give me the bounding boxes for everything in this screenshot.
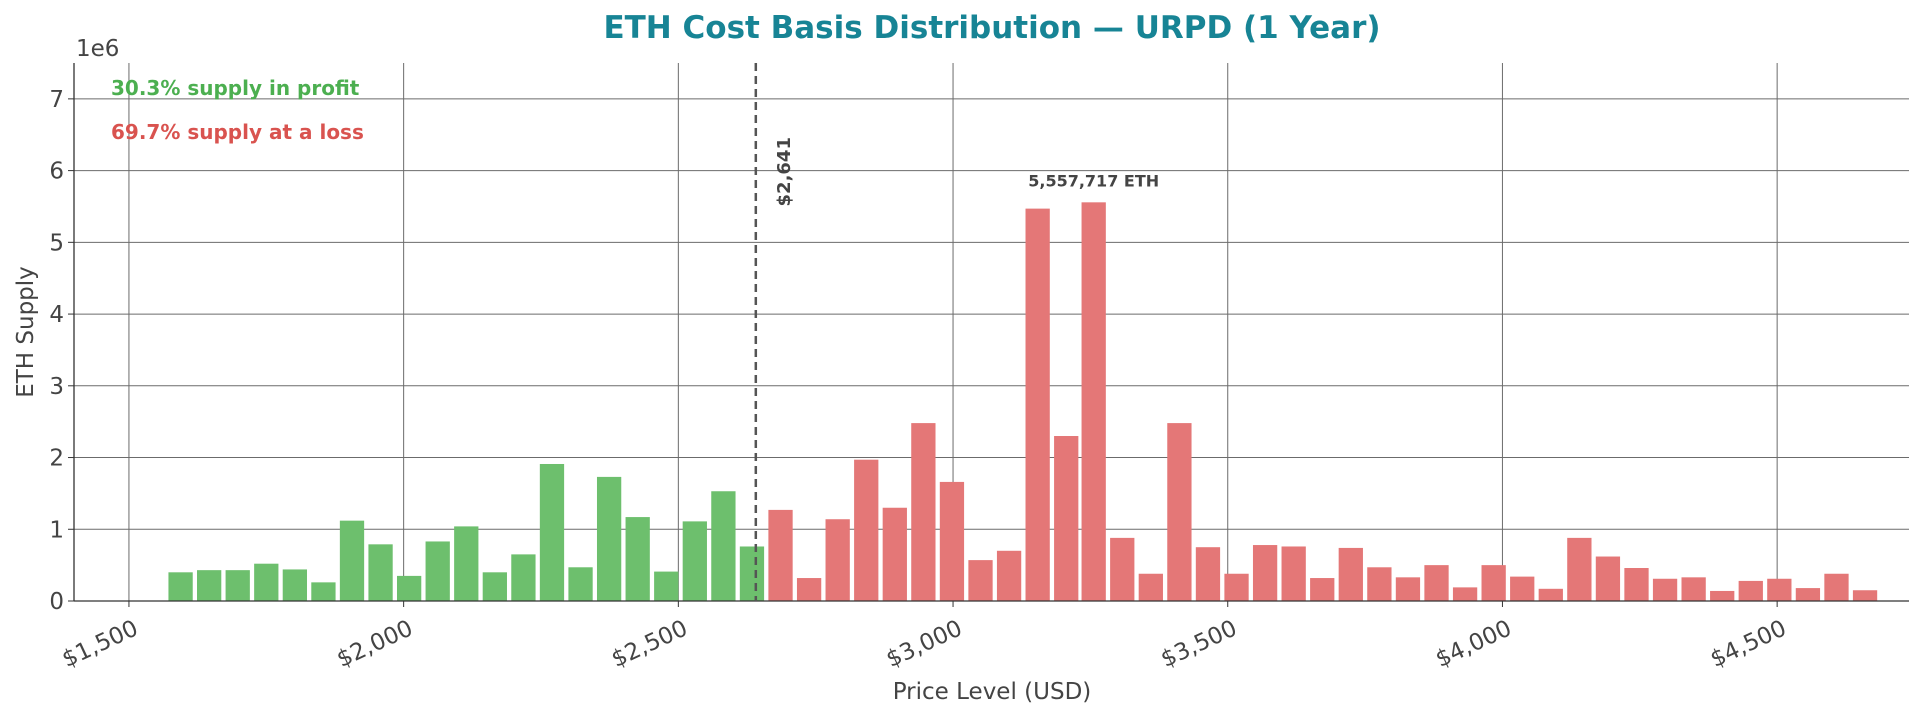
- bar: [1310, 578, 1335, 601]
- bar: [654, 571, 679, 601]
- bar: [1281, 546, 1306, 601]
- x-tick-label: $4,500: [1707, 615, 1791, 673]
- x-tick-label: $3,500: [1157, 615, 1241, 673]
- bar: [682, 521, 707, 601]
- bar: [882, 507, 907, 601]
- x-axis-label: Price Level (USD): [893, 679, 1092, 705]
- bar: [197, 570, 222, 601]
- y-tick-label: 5: [49, 230, 64, 256]
- bar: [1624, 568, 1649, 601]
- x-tick-label: $1,500: [58, 615, 142, 673]
- bar: [911, 423, 936, 601]
- bar: [854, 459, 879, 601]
- bar: [1481, 565, 1506, 601]
- bar: [311, 582, 336, 601]
- grid: [74, 63, 1909, 601]
- bar: [1110, 537, 1135, 601]
- bar: [339, 520, 365, 601]
- bar: [396, 575, 422, 601]
- bar: [1452, 587, 1478, 601]
- profit-annotation: 30.3% supply in profit: [111, 76, 360, 100]
- bar: [1681, 577, 1706, 601]
- y-axis-label: ETH Supply: [13, 266, 39, 398]
- bar: [1795, 588, 1821, 601]
- bar: [1054, 436, 1079, 601]
- bar: [1852, 590, 1878, 601]
- x-tick-label: $3,000: [882, 615, 966, 673]
- y-tick-label: 1: [49, 517, 64, 543]
- bar: [425, 541, 450, 601]
- bar: [511, 554, 536, 601]
- bar: [968, 560, 993, 601]
- bar: [1195, 547, 1221, 601]
- bar: [796, 578, 822, 601]
- bar: [1395, 577, 1421, 601]
- bar: [1224, 573, 1249, 601]
- bar: [1252, 545, 1278, 601]
- loss-annotation: 69.7% supply at a loss: [111, 120, 364, 144]
- y-tick-label: 7: [49, 87, 64, 113]
- current-price-label: $2,641: [774, 137, 795, 206]
- bar: [711, 491, 736, 601]
- bar: [1081, 202, 1106, 602]
- bar: [996, 550, 1022, 601]
- bar: [254, 563, 279, 601]
- bar: [1710, 590, 1735, 601]
- bar: [1510, 576, 1535, 601]
- x-tick-label: $4,000: [1432, 615, 1516, 673]
- bar: [168, 572, 193, 601]
- bar: [939, 481, 965, 601]
- bar: [768, 509, 793, 601]
- bar: [539, 463, 565, 601]
- y-tick-label: 4: [49, 302, 64, 328]
- y-tick-label: 0: [49, 589, 64, 615]
- y-scale-label: 1e6: [76, 36, 119, 62]
- bar: [1567, 537, 1592, 601]
- bar: [1424, 565, 1449, 601]
- y-tick-label: 2: [49, 446, 64, 472]
- chart-title: ETH Cost Basis Distribution — URPD (1 Ye…: [603, 10, 1380, 46]
- bar: [1338, 547, 1363, 601]
- bar: [225, 570, 250, 601]
- bar: [739, 546, 765, 601]
- bar: [368, 544, 393, 601]
- bar: [1767, 578, 1792, 601]
- bar: [1738, 580, 1763, 601]
- peak-annotation: 5,557,717 ETH: [1028, 171, 1159, 190]
- bar: [1367, 567, 1392, 601]
- bar: [1595, 556, 1621, 601]
- x-tick-label: $2,500: [608, 615, 692, 673]
- bar: [568, 567, 593, 601]
- y-tick-label: 3: [49, 374, 64, 400]
- bar: [1538, 588, 1563, 601]
- bars: [168, 202, 1878, 602]
- bar: [1824, 573, 1849, 601]
- bar: [482, 572, 507, 601]
- bar: [454, 526, 479, 601]
- x-tick-label: $2,000: [333, 615, 417, 673]
- bar: [282, 569, 308, 601]
- bar: [625, 517, 650, 601]
- bar: [825, 519, 850, 601]
- bar: [1138, 573, 1163, 601]
- axes: [73, 63, 1909, 602]
- bar: [1652, 578, 1678, 601]
- bar: [596, 476, 622, 601]
- y-tick-label: 6: [49, 159, 64, 185]
- bar: [1025, 208, 1050, 602]
- bar: [1167, 423, 1192, 601]
